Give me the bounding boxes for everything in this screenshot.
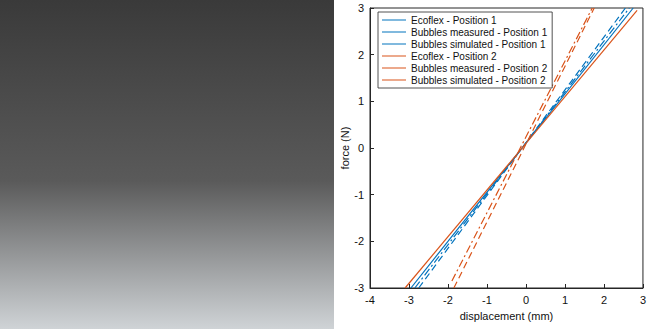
- svg-text:3: 3: [640, 294, 646, 306]
- svg-text:1: 1: [562, 294, 568, 306]
- svg-text:Ecoflex - Position 1: Ecoflex - Position 1: [411, 15, 497, 26]
- svg-text:-2: -2: [443, 294, 453, 306]
- svg-text:Bubbles simulated - Position 1: Bubbles simulated - Position 1: [411, 39, 546, 50]
- svg-text:Ecoflex - Position 2: Ecoflex - Position 2: [411, 51, 497, 62]
- svg-text:3: 3: [358, 2, 364, 14]
- svg-text:-3: -3: [404, 294, 414, 306]
- svg-text:-2: -2: [354, 235, 364, 247]
- svg-text:Bubbles simulated - Position 2: Bubbles simulated - Position 2: [411, 75, 546, 86]
- svg-text:2: 2: [601, 294, 607, 306]
- svg-text:Bubbles measured - Position 2: Bubbles measured - Position 2: [411, 63, 548, 74]
- svg-text:displacement (mm): displacement (mm): [460, 310, 554, 322]
- svg-text:-1: -1: [354, 189, 364, 201]
- svg-text:2: 2: [358, 49, 364, 61]
- svg-text:Bubbles measured - Position 1: Bubbles measured - Position 1: [411, 27, 548, 38]
- svg-text:force (N): force (N): [339, 127, 351, 170]
- svg-text:0: 0: [358, 142, 364, 154]
- svg-text:-4: -4: [365, 294, 375, 306]
- svg-text:-1: -1: [482, 294, 492, 306]
- svg-text:0: 0: [523, 294, 529, 306]
- svg-text:1: 1: [358, 95, 364, 107]
- svg-text:-3: -3: [354, 282, 364, 294]
